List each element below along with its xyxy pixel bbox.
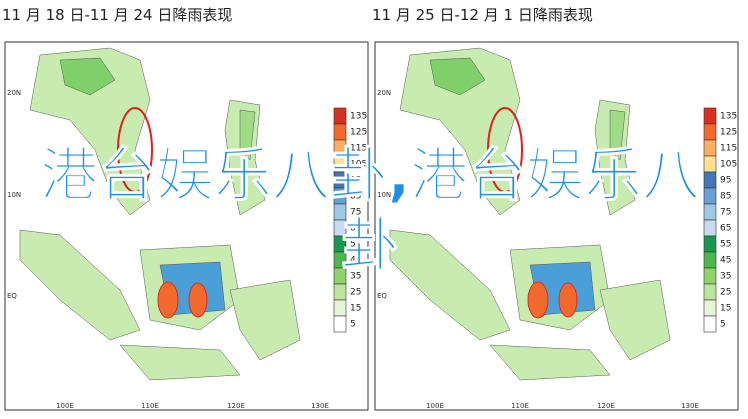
panel-title: 11 月 25 日-12 月 1 日降雨表现 [372, 6, 593, 24]
legend-label: 25 [720, 288, 731, 298]
land-rain [389, 229, 511, 341]
legend-label: 125 [720, 128, 737, 138]
highlight-circle [117, 107, 153, 193]
highlight-circle [487, 107, 523, 193]
lat-label: EQ [377, 292, 387, 300]
legend-label: 125 [350, 128, 367, 138]
legend-label: 135 [350, 112, 367, 122]
legend-label: 95 [720, 176, 731, 186]
lon-label: 130E [681, 402, 699, 410]
lon-label: 120E [597, 402, 615, 410]
lat-label: 20N [377, 89, 391, 97]
hot-spot [527, 281, 549, 319]
legend-label: 65 [350, 224, 361, 234]
overlay-text: 港台娱乐八卦,港台娱乐八卦 [39, 141, 701, 280]
legend-label: 15 [350, 304, 361, 314]
land-rain [609, 109, 626, 161]
legend-label: 55 [350, 240, 361, 250]
legend-swatch [333, 123, 347, 141]
lon-label: 100E [56, 402, 74, 410]
lon-label: 100E [426, 402, 444, 410]
land-rain [224, 99, 266, 216]
land-rain [119, 344, 241, 381]
legend-label: 45 [720, 256, 731, 266]
lon-label: 110E [141, 402, 159, 410]
land-rain [239, 109, 256, 161]
legend-label: 15 [720, 304, 731, 314]
lon-label: 130E [311, 402, 329, 410]
legend-label: 105 [720, 160, 737, 170]
legend-label: 65 [720, 224, 731, 234]
legend-label: 25 [350, 288, 361, 298]
legend-label: 35 [720, 272, 731, 282]
legend-label: 5 [350, 320, 356, 330]
legend-swatch [333, 283, 347, 301]
land-rain [59, 57, 116, 96]
lat-label: 10N [7, 191, 21, 199]
legend-label: 85 [720, 192, 731, 202]
legend-label: 75 [350, 208, 361, 218]
hot-spot [188, 282, 208, 318]
lon-label: 120E [227, 402, 245, 410]
map-panel: 11 月 25 日-12 月 1 日降雨表现 20N 10N EQ 100E 110E 12… [372, 6, 739, 411]
legend-label: 85 [350, 192, 361, 202]
land-rain [594, 99, 636, 216]
land-rain [489, 344, 611, 381]
lat-label: EQ [7, 292, 17, 300]
legend-label: 135 [720, 112, 737, 122]
legend-swatch [333, 299, 347, 317]
map-panel: 11 月 18 日-11 月 24 日降雨表现 20N 10N EQ 100E 110E 1… [2, 6, 369, 411]
legend-label: 75 [720, 208, 731, 218]
land-rain [229, 279, 301, 361]
legend-label: 55 [720, 240, 731, 250]
legend-swatch [703, 107, 717, 125]
lat-label: 20N [7, 89, 21, 97]
legend-swatch [703, 315, 717, 333]
legend-label: 95 [350, 176, 361, 186]
lat-label: 10N [377, 191, 391, 199]
legend-label: 105 [350, 160, 367, 170]
legend-label: 5 [720, 320, 726, 330]
legend-swatch [333, 315, 347, 333]
hot-spot [157, 281, 179, 319]
legend-label: 45 [350, 256, 361, 266]
legend-swatch [333, 107, 347, 125]
legend-label: 115 [350, 144, 367, 154]
hot-spot [558, 282, 578, 318]
land-rain [429, 57, 486, 96]
legend-label: 35 [350, 272, 361, 282]
panel-title: 11 月 18 日-11 月 24 日降雨表现 [2, 6, 232, 24]
legend-swatch [703, 123, 717, 141]
legend-label: 115 [720, 144, 737, 154]
legend-swatch [703, 283, 717, 301]
land-rain [19, 229, 141, 341]
land-rain [599, 279, 671, 361]
legend-swatch [703, 299, 717, 317]
lon-label: 110E [511, 402, 529, 410]
